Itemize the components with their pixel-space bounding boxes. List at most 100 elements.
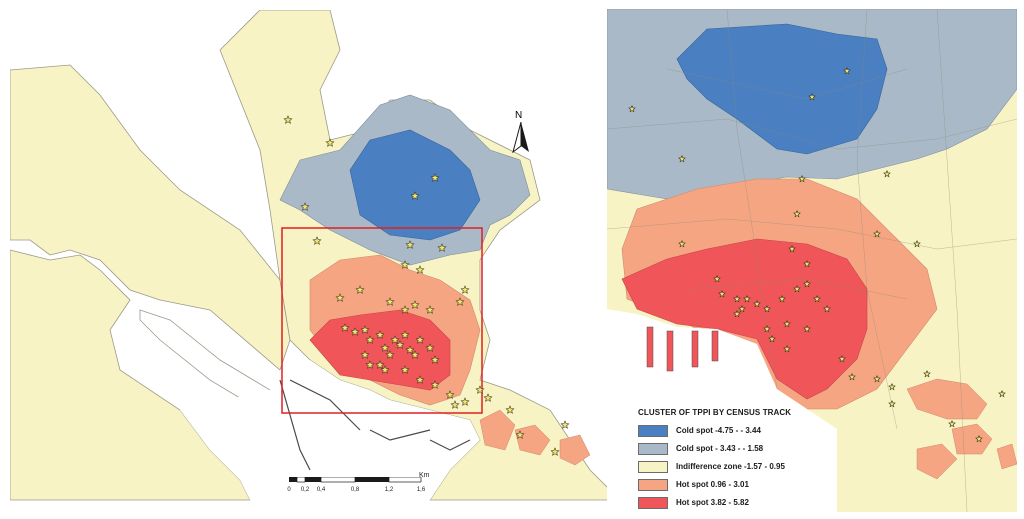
poi-star-icon	[300, 202, 310, 211]
poi-star-icon	[873, 374, 881, 383]
poi-star-icon	[738, 304, 746, 313]
legend-swatch	[638, 496, 668, 509]
poi-star-icon	[360, 350, 370, 359]
scale-tick: 0	[287, 487, 291, 493]
poi-star-icon	[743, 294, 751, 303]
poi-star-icon	[325, 138, 335, 147]
poi-stars-layer	[283, 115, 570, 456]
poi-star-icon	[718, 289, 726, 298]
poi-star-icon	[883, 169, 891, 178]
poi-star-icon	[783, 319, 791, 328]
legend-swatch	[638, 424, 668, 437]
poi-star-icon	[975, 434, 983, 443]
scale-tick: 0,4	[316, 487, 326, 493]
poi-star-icon	[360, 325, 370, 334]
legend-label: Hot spot 3.82 - 5.82	[676, 498, 749, 507]
poi-star-icon	[813, 294, 821, 303]
north-arrow: N	[511, 110, 531, 154]
legend-item: Hot spot 0.96 - 3.01	[638, 477, 818, 492]
poi-star-icon	[450, 400, 460, 409]
legend-label: Indifference zone -1.57 - 0.95	[676, 462, 785, 471]
poi-star-icon	[560, 420, 570, 429]
legend-label: Cold spot - 3.43 - - 1.58	[676, 444, 764, 453]
inset-zoom-map	[607, 9, 1017, 512]
poi-star-icon	[430, 380, 440, 389]
poi-star-icon	[678, 154, 686, 163]
poi-star-icon	[445, 390, 455, 399]
poi-star-icon	[733, 294, 741, 303]
street-lines	[607, 9, 1017, 512]
poi-star-icon	[415, 335, 425, 344]
poi-star-icon	[515, 430, 525, 439]
cold-spot-dark-zone	[676, 23, 888, 155]
poi-star-icon	[873, 229, 881, 238]
poi-star-icon	[425, 343, 435, 352]
legend-swatch	[638, 478, 668, 491]
poi-star-icon	[405, 240, 415, 249]
poi-star-icon	[788, 244, 796, 253]
poi-star-icon	[843, 66, 851, 75]
scale-tick: 1,6	[416, 487, 426, 493]
legend-item: Cold spot - 3.43 - - 1.58	[638, 441, 818, 456]
poi-star-icon	[380, 343, 390, 352]
poi-star-icon	[405, 345, 415, 354]
poi-star-icon	[778, 294, 786, 303]
poi-star-icon	[783, 344, 791, 353]
legend-item: Cold spot -4.75 - - 3.44	[638, 423, 818, 438]
poi-star-icon	[460, 397, 470, 406]
poi-star-icon	[375, 330, 385, 339]
poi-star-icon	[365, 335, 375, 344]
overview-map	[10, 10, 610, 501]
poi-star-icon	[550, 447, 560, 456]
poi-star-icon	[823, 304, 831, 313]
poi-star-icon	[888, 382, 896, 391]
poi-star-icon	[400, 260, 410, 269]
hot-spot-fragment	[916, 443, 958, 480]
scale-bar: Km 0 0,2 0,4 0,8 1,2 1,6	[285, 472, 445, 504]
poi-star-icon	[415, 375, 425, 384]
poi-star-icon	[400, 365, 410, 374]
poi-star-icon	[437, 243, 447, 252]
hot-spot-fragment	[514, 424, 551, 456]
poi-star-icon	[913, 239, 921, 248]
poi-star-icon	[803, 259, 811, 268]
legend-swatch	[638, 460, 668, 473]
scale-tick: 1,2	[384, 487, 394, 493]
poi-star-icon	[410, 191, 420, 200]
poi-star-icon	[410, 350, 420, 359]
scale-tick: 0,2	[300, 487, 310, 493]
poi-star-icon	[628, 104, 636, 113]
harbor-lines	[279, 379, 471, 471]
sea-area	[180, 360, 480, 500]
legend-item: Hot spot 3.82 - 5.82	[638, 495, 818, 510]
poi-star-icon	[455, 297, 465, 306]
poi-star-icon	[888, 399, 896, 408]
poi-star-icon	[410, 300, 420, 309]
poi-star-icon	[678, 239, 686, 248]
poi-star-icon	[803, 324, 811, 333]
poi-star-icon	[400, 330, 410, 339]
land-mass-west	[10, 64, 291, 371]
poi-star-icon	[415, 265, 425, 274]
poi-star-icon	[505, 405, 515, 414]
inset-frame	[281, 227, 483, 414]
map-legend: CLUSTER OF TPPI BY CENSUS TRACK Cold spo…	[638, 408, 818, 513]
legend-item: Indifference zone -1.57 - 0.95	[638, 459, 818, 474]
poi-star-icon	[793, 209, 801, 218]
poi-star-icon	[460, 285, 470, 294]
poi-star-icon	[335, 293, 345, 302]
poi-star-icon	[763, 304, 771, 313]
scale-unit: Km	[419, 472, 430, 479]
poi-star-icon	[385, 297, 395, 306]
scale-bar-graphic	[289, 477, 422, 483]
poi-star-icon	[355, 285, 365, 294]
poi-star-icon	[923, 369, 931, 378]
poi-star-icon	[483, 393, 493, 402]
poi-star-icon	[998, 389, 1006, 398]
poi-star-icon	[733, 309, 741, 318]
poi-star-icon	[395, 340, 405, 349]
harbor-piers	[646, 326, 719, 372]
poi-star-icon	[803, 279, 811, 288]
poi-star-icon	[385, 350, 395, 359]
hot-spot-fragment	[996, 443, 1017, 470]
